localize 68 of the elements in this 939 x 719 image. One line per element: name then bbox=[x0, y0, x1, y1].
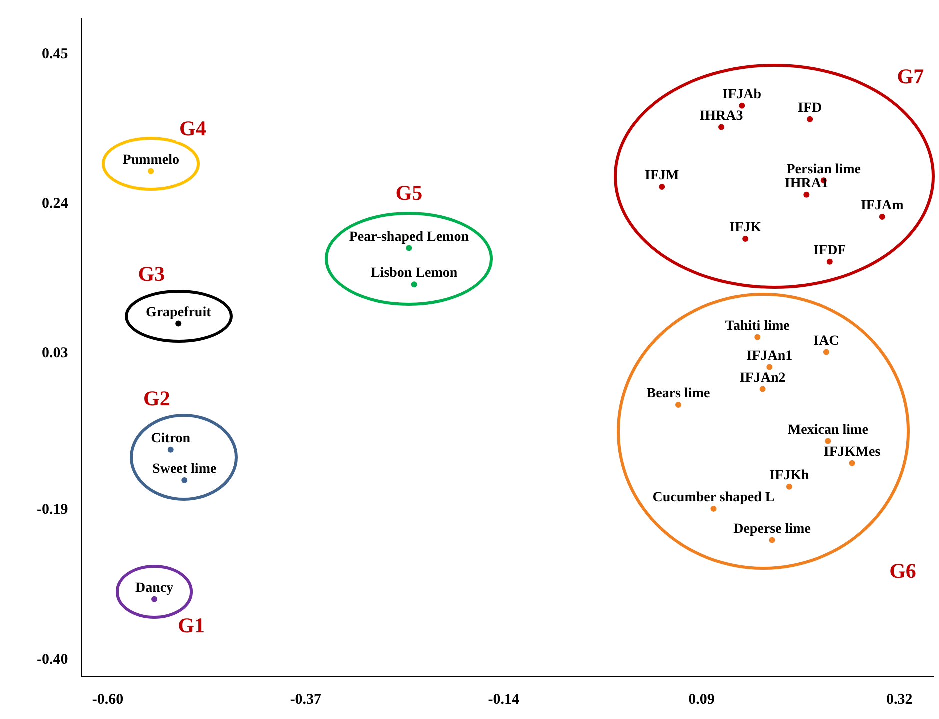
point bbox=[675, 402, 682, 408]
y-tick-label: 0.03 bbox=[42, 346, 68, 362]
point bbox=[659, 184, 666, 190]
point bbox=[718, 124, 724, 130]
data-label: IFD bbox=[798, 101, 822, 116]
data-label: Lisbon Lemon bbox=[370, 266, 458, 282]
data-label: Deperse lime bbox=[734, 522, 811, 537]
point bbox=[739, 102, 746, 109]
data-label: IAC bbox=[814, 334, 840, 349]
data-label: Pear-shaped Lemon bbox=[349, 230, 470, 245]
y-tick-label: 0.45 bbox=[42, 46, 68, 62]
point bbox=[769, 537, 776, 544]
data-label: Pummelo bbox=[122, 153, 180, 168]
point bbox=[823, 349, 830, 356]
y-tick-label: -0.19 bbox=[36, 502, 68, 518]
point bbox=[826, 258, 833, 265]
data-label: IFJAn2 bbox=[740, 370, 786, 386]
x-tick-label: 0.32 bbox=[886, 692, 913, 708]
data-label: Dancy bbox=[135, 580, 174, 596]
data-label: Sweet lime bbox=[152, 462, 217, 478]
point bbox=[804, 192, 810, 198]
data-label: Persian lime bbox=[786, 162, 862, 178]
point bbox=[152, 596, 158, 602]
point bbox=[760, 386, 766, 392]
y-tick-label: -0.40 bbox=[36, 652, 68, 668]
data-label: Grapefruit bbox=[146, 305, 212, 320]
annotation: G5 bbox=[396, 180, 423, 205]
data-label: Bears lime bbox=[646, 386, 710, 402]
data-label: Cucumber shaped L bbox=[652, 490, 775, 506]
point bbox=[406, 245, 412, 252]
point bbox=[168, 446, 174, 453]
data-label: IFDF bbox=[814, 243, 846, 258]
point bbox=[825, 438, 832, 444]
data-label: IHRA1 bbox=[784, 176, 828, 192]
x-tick-label: -0.14 bbox=[488, 692, 520, 708]
point bbox=[176, 320, 182, 327]
data-label: IFJKMes bbox=[824, 444, 882, 460]
data-label: IFJAn1 bbox=[746, 348, 793, 364]
point bbox=[148, 168, 154, 174]
data-label: IFJAb bbox=[722, 87, 762, 102]
point bbox=[849, 460, 856, 466]
point bbox=[807, 116, 814, 122]
point bbox=[710, 506, 717, 512]
data-label: IFJK bbox=[730, 220, 762, 236]
data-label: IFJAm bbox=[860, 198, 904, 214]
annotation: G1 bbox=[178, 614, 205, 638]
x-tick-label: -0.37 bbox=[290, 692, 322, 708]
point bbox=[879, 214, 886, 220]
data-label: IHRA3 bbox=[700, 108, 744, 124]
annotation: G4 bbox=[179, 116, 207, 140]
annotation: G7 bbox=[897, 64, 924, 88]
point bbox=[182, 477, 188, 484]
y-tick-label: 0.24 bbox=[42, 196, 69, 212]
point bbox=[786, 484, 792, 490]
point bbox=[411, 282, 418, 288]
data-label: Tahiti lime bbox=[725, 318, 790, 334]
point bbox=[742, 236, 749, 242]
annotation: G6 bbox=[890, 559, 916, 584]
x-tick-label: 0.09 bbox=[688, 692, 715, 708]
annotation: G2 bbox=[143, 386, 170, 411]
x-tick-label: -0.60 bbox=[92, 692, 124, 708]
data-label: IFJKh bbox=[770, 468, 810, 484]
annotation: G3 bbox=[138, 262, 166, 286]
data-label: Citron bbox=[151, 431, 191, 446]
point bbox=[754, 334, 761, 340]
data-label: IFJM bbox=[645, 168, 680, 184]
point bbox=[766, 364, 773, 370]
data-label: Mexican lime bbox=[788, 422, 868, 438]
